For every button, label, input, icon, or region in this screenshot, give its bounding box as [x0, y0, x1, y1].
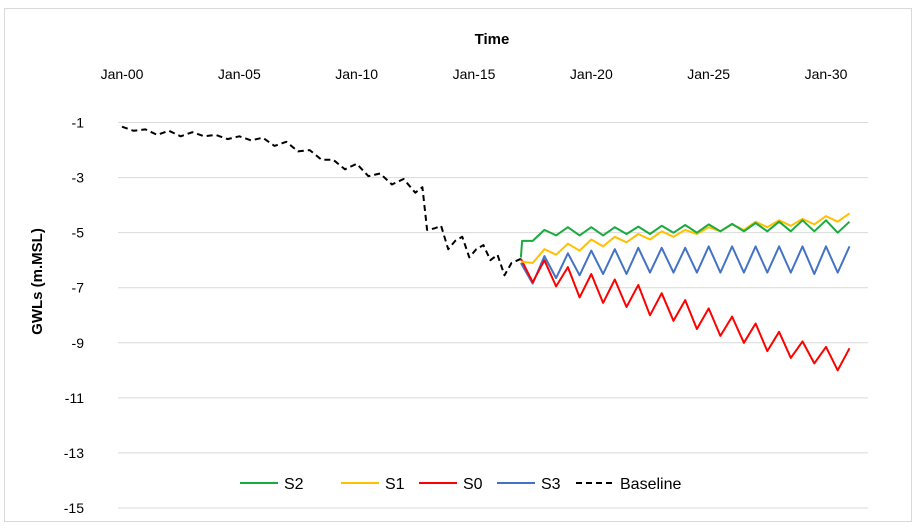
legend-label-s0: S0	[463, 476, 483, 493]
series-line-s1	[520, 212, 851, 264]
x-tick-label: Jan-20	[570, 66, 613, 82]
grid-lines	[118, 122, 868, 509]
legend-label-s2: S2	[284, 476, 304, 493]
x-axis-ticks: Jan-00 Jan-05 Jan-10 Jan-15 Jan-20 Jan-25 Jan-…	[101, 66, 848, 82]
y-tick-label: -1	[72, 115, 85, 131]
series-line-s3	[520, 245, 851, 285]
series-line-baseline	[121, 125, 522, 277]
y-tick-label: -15	[64, 500, 84, 516]
legend-label-s3: S3	[541, 476, 561, 493]
series-lines	[121, 125, 851, 372]
chart-area	[4, 8, 912, 522]
y-tick-label: -3	[72, 170, 85, 186]
y-axis-ticks: -1 -3 -5 -7 -9 -11 -13 -15	[64, 115, 84, 516]
x-tick-label: Jan-30	[805, 66, 848, 82]
y-tick-label: -13	[64, 445, 84, 461]
y-tick-label: -9	[72, 335, 85, 351]
x-tick-label: Jan-25	[687, 66, 730, 82]
y-tick-label: -7	[72, 280, 85, 296]
legend: S2 S1 S0 S3 Baseline	[240, 476, 681, 493]
series-line-s2	[519, 219, 851, 258]
y-tick-label: -5	[72, 225, 85, 241]
legend-label-s1: S1	[385, 476, 405, 493]
y-axis-title: GWLs (m.MSL)	[29, 228, 46, 335]
x-tick-label: Jan-00	[101, 66, 144, 82]
x-axis-title: Time	[475, 31, 510, 48]
series-line-s0	[520, 258, 851, 372]
legend-label-baseline: Baseline	[620, 476, 681, 493]
x-tick-label: Jan-10	[335, 66, 378, 82]
x-tick-label: Jan-15	[453, 66, 496, 82]
x-tick-label: Jan-05	[218, 66, 261, 82]
y-tick-label: -11	[65, 390, 84, 406]
